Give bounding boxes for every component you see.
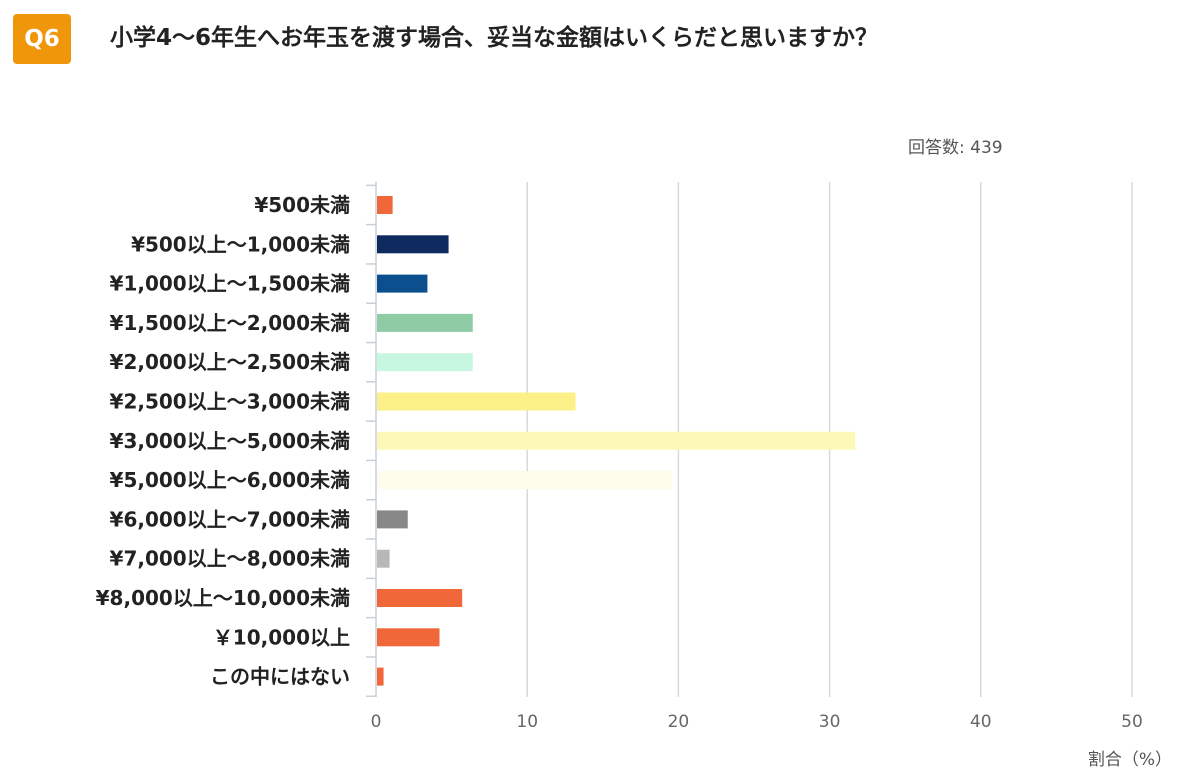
bar — [377, 667, 384, 686]
bar — [377, 353, 473, 372]
bar — [377, 274, 428, 293]
bars — [377, 196, 856, 686]
category-label: この中にはない — [210, 665, 350, 689]
x-tick-label: 30 — [819, 712, 841, 732]
category-label: ¥500以上～1,000未満 — [131, 232, 350, 256]
x-tick-label: 50 — [1121, 712, 1143, 732]
bar — [377, 628, 440, 647]
category-labels: ¥500未満 ¥500以上～1,000未満 ¥1,000以上～1,500未満 ¥1,5… — [96, 193, 350, 689]
category-label: ¥1,500以上～2,000未満 — [110, 311, 350, 335]
category-label: ¥2,000以上～2,500未満 — [110, 350, 350, 374]
bar — [377, 549, 390, 568]
bar — [377, 392, 576, 411]
x-tick-label: 0 — [371, 712, 382, 732]
category-label: ¥500未満 — [254, 193, 350, 217]
bar — [377, 589, 463, 607]
category-label: ¥1,000以上～1,500未満 — [110, 272, 350, 296]
x-axis-title: 割合（%） — [1088, 750, 1172, 769]
y-axis — [366, 182, 377, 697]
category-label: ¥8,000以上～10,000未満 — [96, 586, 350, 610]
x-tick-label: 20 — [668, 712, 690, 732]
bar — [377, 471, 673, 490]
bar — [377, 510, 408, 529]
bar — [377, 431, 856, 450]
x-tick-label: 40 — [970, 712, 992, 732]
category-label: ¥3,000以上～5,000未満 — [110, 429, 350, 453]
bar — [377, 196, 393, 214]
x-tick-labels: 0 10 20 30 40 50 — [371, 712, 1143, 732]
category-label: ¥6,000以上～7,000未満 — [110, 507, 350, 531]
category-label: ¥5,000以上～6,000未満 — [110, 468, 350, 492]
bar — [377, 235, 449, 254]
category-label: ¥2,500以上～3,000未満 — [110, 390, 350, 414]
response-count: 回答数: 439 — [908, 138, 1003, 158]
bar — [377, 313, 473, 332]
category-label: ¥7,000以上～8,000未満 — [110, 547, 350, 571]
question-badge: Q6 — [13, 14, 71, 64]
question-title: 小学4～6年生へお年玉を渡す場合、妥当な金額はいくらだと思いますか？ — [110, 25, 879, 51]
category-label: ￥10,000以上 — [213, 625, 350, 649]
x-tick-label: 10 — [516, 712, 538, 732]
